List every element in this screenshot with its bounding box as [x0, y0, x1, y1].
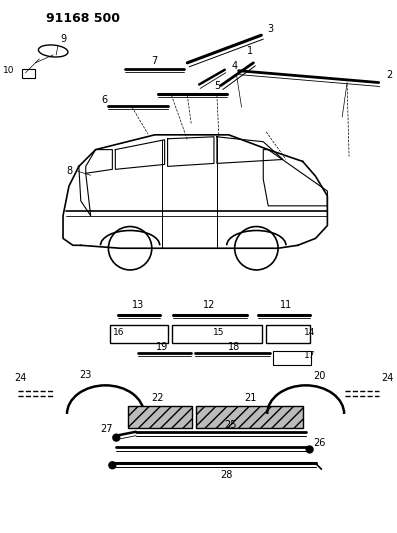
Text: 91168 500: 91168 500 [46, 12, 120, 25]
Text: 10: 10 [3, 66, 15, 75]
Text: 13: 13 [132, 301, 144, 310]
Text: 24: 24 [382, 374, 394, 383]
Text: 26: 26 [313, 438, 326, 448]
Bar [110, 325, 168, 343]
Text: 16: 16 [114, 328, 125, 337]
Bar [128, 406, 192, 428]
Bar [196, 406, 303, 428]
Text: 1: 1 [247, 46, 254, 56]
Text: 11: 11 [280, 301, 292, 310]
Text: 15: 15 [213, 328, 225, 337]
Text: 7: 7 [152, 56, 158, 66]
Text: 28: 28 [221, 470, 233, 480]
Text: 23: 23 [79, 369, 92, 379]
Bar [21, 69, 35, 78]
Bar [273, 351, 310, 365]
Text: 14: 14 [304, 328, 316, 337]
Text: 4: 4 [231, 61, 238, 71]
Circle shape [113, 434, 120, 441]
Circle shape [109, 462, 116, 469]
Text: 24: 24 [15, 374, 27, 383]
Circle shape [306, 446, 313, 453]
Text: 27: 27 [100, 424, 113, 434]
Bar [172, 325, 262, 343]
Text: 17: 17 [304, 351, 316, 360]
Text: 18: 18 [227, 342, 240, 352]
Text: 22: 22 [152, 393, 164, 403]
Text: 19: 19 [156, 342, 168, 352]
Text: 9: 9 [60, 34, 66, 44]
Text: 3: 3 [267, 25, 273, 34]
Text: 20: 20 [313, 372, 326, 382]
Text: 5: 5 [214, 82, 220, 92]
Text: 21: 21 [244, 393, 256, 403]
Text: 8: 8 [66, 166, 72, 176]
Text: 2: 2 [387, 70, 393, 79]
Text: 25: 25 [224, 420, 237, 430]
Bar [266, 325, 310, 343]
Text: 12: 12 [203, 301, 215, 310]
Text: 6: 6 [101, 95, 108, 106]
